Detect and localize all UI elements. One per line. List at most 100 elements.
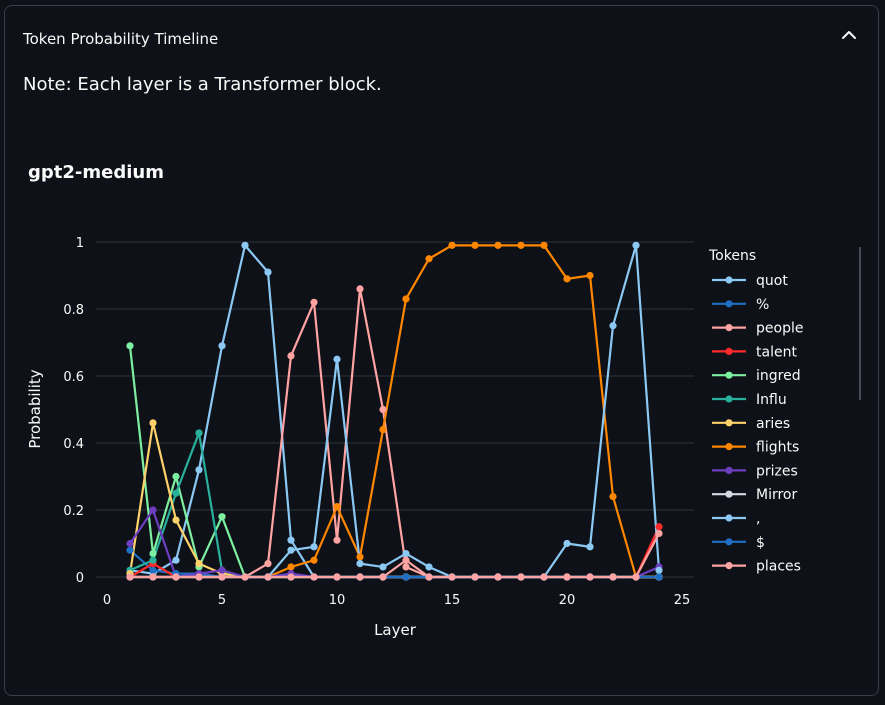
data-point[interactable] bbox=[586, 573, 594, 581]
data-point[interactable] bbox=[264, 560, 272, 568]
data-point[interactable] bbox=[287, 352, 295, 360]
data-point[interactable] bbox=[172, 573, 180, 581]
legend-item-label[interactable]: talent bbox=[756, 344, 797, 360]
data-point[interactable] bbox=[425, 573, 433, 581]
legend-item-label[interactable]: flights bbox=[756, 440, 799, 456]
data-point[interactable] bbox=[655, 566, 663, 574]
legend-item-label[interactable]: , bbox=[756, 511, 760, 527]
data-point[interactable] bbox=[264, 573, 272, 581]
data-point[interactable] bbox=[333, 503, 341, 511]
data-point[interactable] bbox=[241, 573, 249, 581]
data-point[interactable] bbox=[563, 573, 571, 581]
data-point[interactable] bbox=[287, 563, 295, 571]
data-point[interactable] bbox=[655, 573, 663, 581]
legend[interactable]: Tokens quot% people talent ingred Influ aries… bbox=[708, 248, 803, 575]
data-point[interactable] bbox=[149, 549, 157, 558]
data-point[interactable] bbox=[241, 241, 249, 249]
data-point[interactable] bbox=[448, 573, 456, 581]
data-point[interactable] bbox=[517, 573, 525, 581]
legend-swatch-marker bbox=[725, 324, 733, 332]
data-point[interactable] bbox=[195, 560, 203, 568]
data-point[interactable] bbox=[126, 539, 134, 548]
data-point[interactable] bbox=[218, 566, 226, 574]
data-point[interactable] bbox=[126, 342, 134, 350]
data-point[interactable] bbox=[287, 536, 295, 544]
data-point[interactable] bbox=[356, 560, 364, 568]
data-point[interactable] bbox=[632, 241, 640, 249]
data-point[interactable] bbox=[632, 573, 640, 581]
data-point[interactable] bbox=[172, 472, 180, 481]
data-point[interactable] bbox=[149, 419, 157, 427]
data-point[interactable] bbox=[310, 543, 318, 551]
data-point[interactable] bbox=[218, 573, 226, 581]
data-point[interactable] bbox=[310, 298, 318, 306]
legend-item-label[interactable]: Mirror bbox=[756, 487, 797, 503]
data-point[interactable] bbox=[563, 275, 571, 283]
data-point[interactable] bbox=[172, 556, 180, 564]
legend-item-label[interactable]: quot bbox=[756, 273, 788, 289]
legend-item-label[interactable]: % bbox=[756, 297, 769, 313]
data-point[interactable] bbox=[287, 546, 295, 554]
data-point[interactable] bbox=[149, 506, 157, 514]
data-point[interactable] bbox=[402, 549, 410, 558]
data-point[interactable] bbox=[195, 466, 203, 474]
data-point[interactable] bbox=[172, 489, 180, 497]
legend-item-label[interactable]: places bbox=[756, 559, 801, 575]
data-point[interactable] bbox=[655, 529, 663, 538]
data-point[interactable] bbox=[402, 295, 410, 303]
data-point[interactable] bbox=[264, 268, 272, 276]
data-point[interactable] bbox=[586, 543, 594, 551]
data-point[interactable] bbox=[333, 355, 341, 363]
legend-item-label[interactable]: ingred bbox=[756, 368, 801, 384]
data-point[interactable] bbox=[402, 563, 410, 571]
data-point[interactable] bbox=[425, 563, 433, 571]
data-point[interactable] bbox=[448, 241, 456, 249]
legend-item-label[interactable]: aries bbox=[756, 416, 790, 432]
data-point[interactable] bbox=[379, 573, 387, 581]
data-point[interactable] bbox=[540, 241, 548, 249]
data-point[interactable] bbox=[333, 536, 341, 544]
data-point[interactable] bbox=[287, 573, 295, 581]
legend-item-label[interactable]: $ bbox=[756, 535, 765, 551]
data-point[interactable] bbox=[540, 573, 548, 581]
data-point[interactable] bbox=[655, 523, 663, 531]
data-point[interactable] bbox=[218, 342, 226, 350]
data-point[interactable] bbox=[149, 573, 157, 581]
data-point[interactable] bbox=[586, 271, 594, 280]
data-point[interactable] bbox=[310, 573, 318, 581]
data-point[interactable] bbox=[218, 513, 226, 521]
legend-item-label[interactable]: prizes bbox=[756, 463, 798, 479]
data-point[interactable] bbox=[149, 566, 157, 574]
data-point[interactable] bbox=[402, 556, 410, 564]
data-point[interactable] bbox=[333, 573, 341, 581]
data-point[interactable] bbox=[471, 573, 479, 581]
data-point[interactable] bbox=[149, 556, 157, 564]
data-point[interactable] bbox=[609, 493, 617, 501]
data-point[interactable] bbox=[379, 405, 387, 414]
expander-title[interactable]: Token Probability Timeline bbox=[23, 30, 219, 48]
data-point[interactable] bbox=[379, 563, 387, 571]
chevron-up-icon[interactable] bbox=[840, 26, 858, 44]
data-point[interactable] bbox=[471, 241, 479, 249]
data-point[interactable] bbox=[126, 546, 134, 554]
data-point[interactable] bbox=[517, 241, 525, 249]
legend-item-label[interactable]: people bbox=[756, 321, 803, 337]
legend-item-label[interactable]: Influ bbox=[756, 392, 787, 408]
data-point[interactable] bbox=[494, 573, 502, 581]
data-point[interactable] bbox=[609, 322, 617, 330]
data-point[interactable] bbox=[195, 429, 203, 437]
data-point[interactable] bbox=[356, 573, 364, 581]
data-point[interactable] bbox=[126, 573, 134, 581]
data-point[interactable] bbox=[195, 573, 203, 581]
data-point[interactable] bbox=[356, 553, 364, 561]
data-point[interactable] bbox=[356, 285, 364, 293]
data-point[interactable] bbox=[310, 556, 318, 564]
data-point[interactable] bbox=[402, 573, 410, 581]
data-point[interactable] bbox=[425, 255, 433, 263]
data-point[interactable] bbox=[172, 516, 180, 524]
data-point[interactable] bbox=[609, 573, 617, 581]
data-point[interactable] bbox=[563, 539, 571, 548]
series-line-12 bbox=[130, 532, 660, 579]
data-point[interactable] bbox=[494, 241, 502, 249]
data-point[interactable] bbox=[379, 426, 387, 434]
